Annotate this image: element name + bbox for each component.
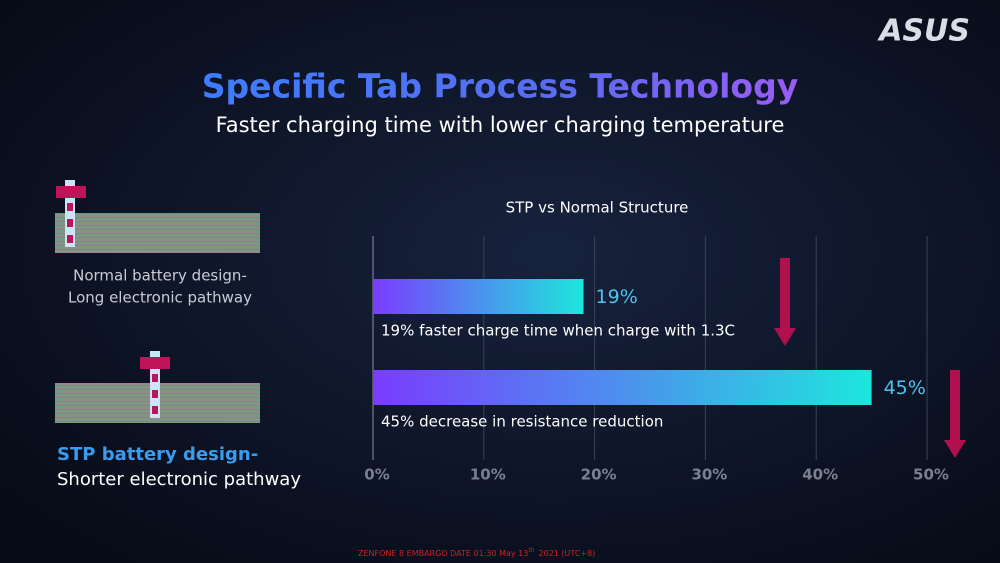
x-tick-label: 30% bbox=[691, 466, 727, 484]
x-tick-label: 10% bbox=[470, 466, 506, 484]
chart-title: STP vs Normal Structure bbox=[506, 199, 689, 217]
x-tick-label: 20% bbox=[581, 466, 617, 484]
category-label: 45% decrease in resistance reduction bbox=[381, 413, 663, 431]
slide-title: Specific Tab Process Technology bbox=[202, 67, 798, 106]
arrow bbox=[944, 370, 966, 458]
footer-text: th bbox=[528, 547, 534, 554]
design-label: STP battery design- bbox=[57, 444, 258, 465]
stp-battery-icon bbox=[55, 351, 260, 423]
value-label: 19% bbox=[596, 286, 638, 308]
slide-subtitle: Faster charging time with lower charging… bbox=[216, 113, 785, 137]
footer: ZENFONE 8 EMBARGO DATE 01:30 May 13th 202… bbox=[358, 547, 595, 558]
arrow bbox=[774, 258, 796, 346]
category-label: 19% faster charge time when charge with … bbox=[381, 322, 735, 340]
bar bbox=[373, 279, 584, 314]
design-label: Long electronic pathway bbox=[68, 289, 252, 307]
footer-text: ZENFONE 8 EMBARGO DATE 01:30 May 13 bbox=[358, 549, 528, 558]
design-label: Shorter electronic pathway bbox=[57, 469, 301, 490]
bar bbox=[373, 370, 872, 405]
footer-text: 2021 (UTC+8) bbox=[539, 549, 596, 558]
value-label: 45% bbox=[884, 377, 926, 399]
x-tick-label: 50% bbox=[913, 466, 949, 484]
design-label: Normal battery design- bbox=[73, 267, 247, 285]
x-tick-label: 40% bbox=[802, 466, 838, 484]
normal-battery-icon bbox=[55, 180, 260, 253]
logo: ASUS bbox=[877, 14, 970, 49]
x-tick-label: 0% bbox=[364, 466, 389, 484]
